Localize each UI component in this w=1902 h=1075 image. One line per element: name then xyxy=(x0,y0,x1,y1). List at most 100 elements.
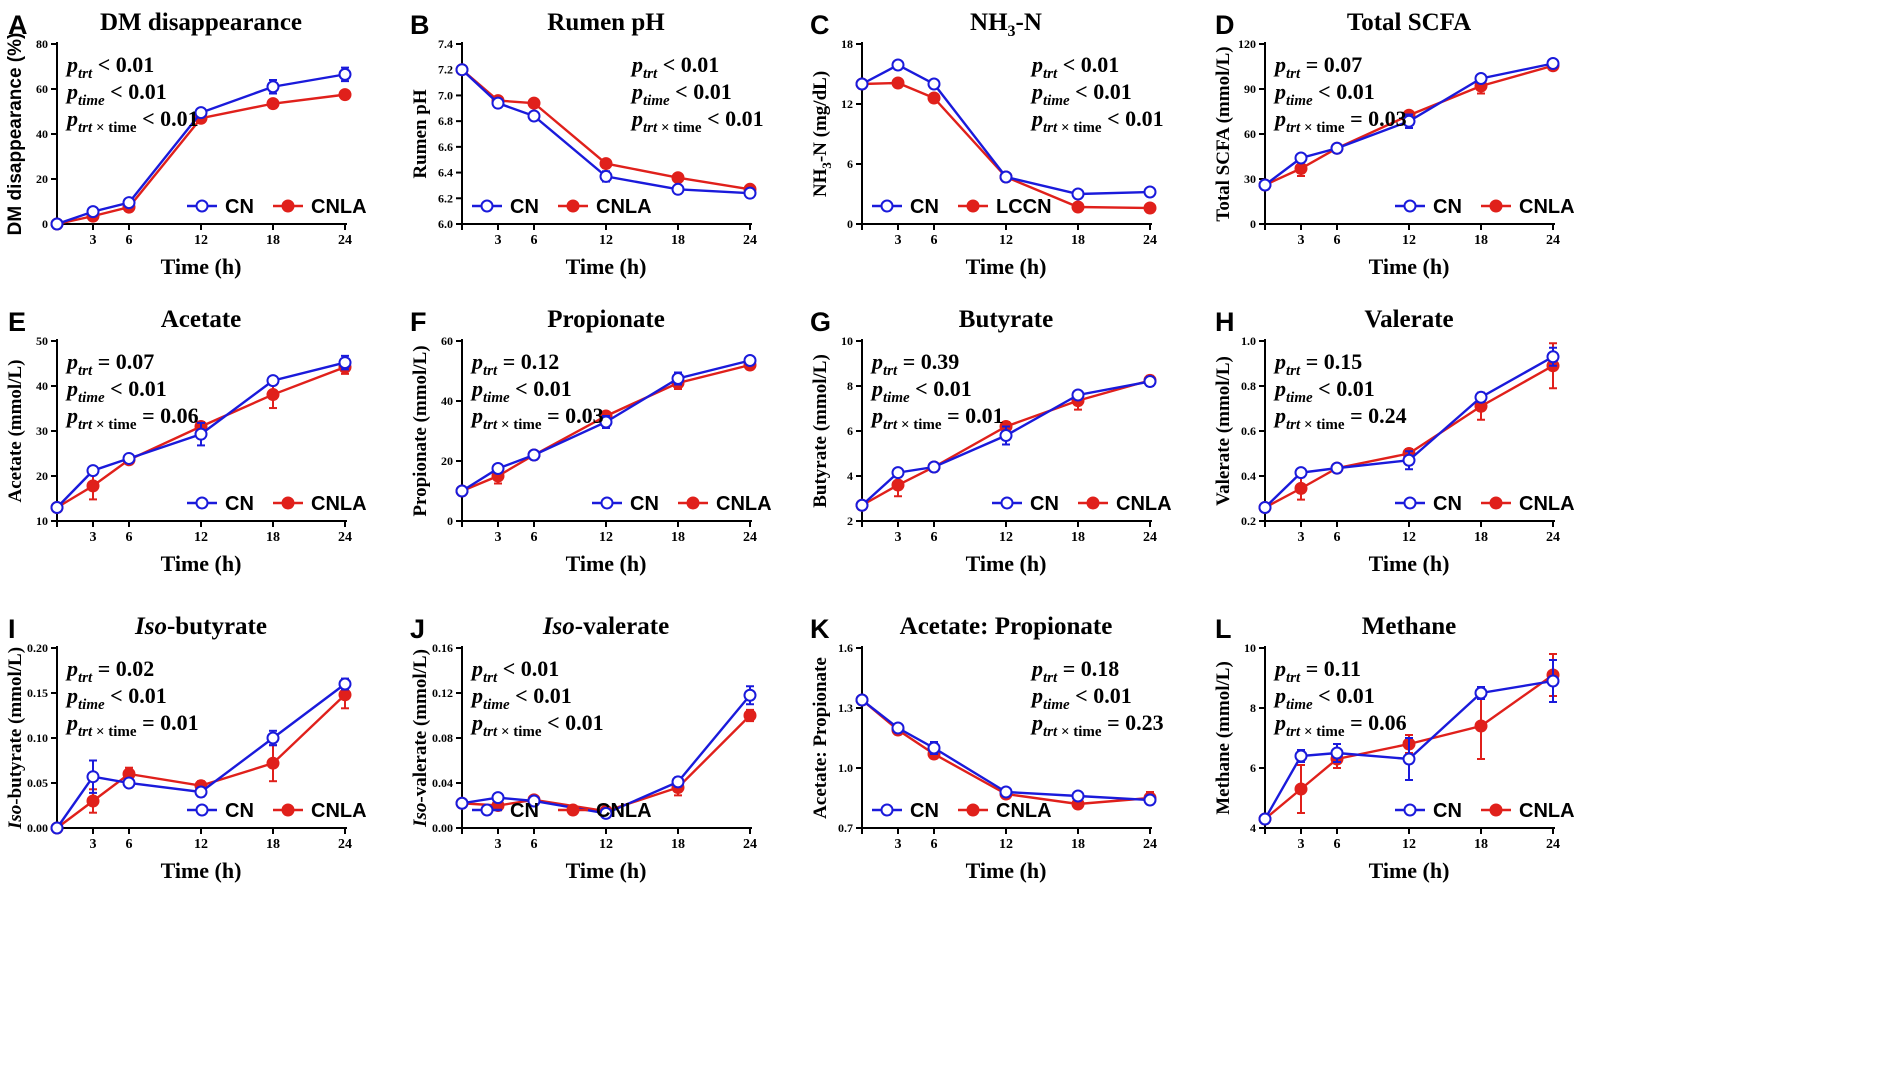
x-axis-label: Time (h) xyxy=(566,254,647,279)
y-tick-label: 0.08 xyxy=(432,731,453,745)
x-tick-label: 6 xyxy=(126,233,133,248)
y-axis-label: Iso-valerate (mmol/L) xyxy=(410,649,431,828)
y-tick-label: 0.10 xyxy=(27,731,48,745)
panel-j: J Iso-valerate 0.00 0.04 0.08 0.12 0.16 3 6 12 18 2… xyxy=(410,613,757,883)
y-tick-label: 6 xyxy=(1250,761,1256,775)
y-tick-label: 6 xyxy=(847,424,853,438)
y-tick-label: 0.2 xyxy=(1241,514,1256,528)
y-tick-label: 7.0 xyxy=(438,88,453,102)
x-tick-label: 3 xyxy=(1298,530,1305,545)
legend-label: CNLA xyxy=(1116,493,1172,515)
data-point xyxy=(50,217,64,231)
y-tick-label: 6.2 xyxy=(438,191,453,205)
legend-marker xyxy=(1086,496,1100,510)
x-tick-label: 3 xyxy=(90,233,97,248)
legend-marker xyxy=(880,803,894,817)
x-tick-label: 24 xyxy=(743,233,757,248)
y-tick-label: 7.4 xyxy=(438,37,453,51)
legend-label: LCCN xyxy=(996,196,1052,218)
y-tick-label: 120 xyxy=(1238,37,1256,51)
p-value-3: ptrt × time = 0.06 xyxy=(1273,710,1407,740)
x-tick-label: 6 xyxy=(1334,530,1341,545)
data-point xyxy=(1294,481,1308,495)
data-point xyxy=(86,770,100,784)
chart-title: Rumen pH xyxy=(547,9,665,36)
legend: CN CNLA xyxy=(1395,196,1575,218)
legend-marker xyxy=(600,496,614,510)
panel-k: K Acetate: Propionate 0.7 1.0 1.3 1.6 3 6 12 18 24… xyxy=(810,613,1164,883)
legend-label: CN xyxy=(910,800,939,822)
legend: CN CNLA xyxy=(992,493,1172,515)
data-point xyxy=(999,785,1013,799)
data-point xyxy=(855,693,869,707)
legend-label: CN xyxy=(225,800,254,822)
data-point xyxy=(1474,72,1488,85)
data-point xyxy=(1071,388,1085,402)
legend-label: CNLA xyxy=(596,196,652,218)
series-line xyxy=(861,699,1151,806)
y-tick-label: 0 xyxy=(1250,217,1256,231)
p-value-1: ptrt = 0.07 xyxy=(1273,52,1362,82)
y-tick-label: 30 xyxy=(36,424,48,438)
x-tick-label: 18 xyxy=(1071,530,1085,545)
x-tick-label: 12 xyxy=(599,837,613,852)
data-point xyxy=(86,205,100,219)
data-point xyxy=(86,794,100,808)
data-point xyxy=(671,182,685,196)
data-point xyxy=(891,76,905,90)
data-point xyxy=(891,478,905,492)
legend-label: CNLA xyxy=(1519,196,1575,218)
series-line xyxy=(861,63,1151,196)
y-tick-label: 0.6 xyxy=(1241,424,1256,438)
x-tick-label: 18 xyxy=(266,530,280,545)
data-point xyxy=(1294,782,1308,796)
data-point xyxy=(194,427,208,441)
x-tick-label: 6 xyxy=(1334,233,1341,248)
x-axis-label: Time (h) xyxy=(566,858,647,883)
data-point xyxy=(122,196,136,210)
data-point xyxy=(891,466,905,480)
p-value-3: ptrt × time = 0.06 xyxy=(65,403,199,433)
y-tick-label: 60 xyxy=(36,82,48,96)
series-cn xyxy=(1258,57,1560,192)
x-tick-label: 24 xyxy=(1143,233,1157,248)
x-tick-label: 12 xyxy=(194,233,208,248)
panel-e: E Acetate 10 20 30 40 50 3 6 12 18 24 Time (h) Acetat… xyxy=(5,306,367,576)
x-axis-label: Time (h) xyxy=(1369,858,1450,883)
series-line xyxy=(56,365,346,509)
x-tick-label: 3 xyxy=(495,837,502,852)
y-tick-label: 10 xyxy=(1244,641,1256,655)
x-axis-label: Time (h) xyxy=(1369,254,1450,279)
series-line xyxy=(861,699,1151,802)
legend: CN CNLA xyxy=(187,196,367,218)
legend-label: CNLA xyxy=(996,800,1052,822)
p-value-2: ptime < 0.01 xyxy=(1273,79,1375,109)
y-axis-label: Total SCFA (mmol/L) xyxy=(1213,46,1234,221)
data-point xyxy=(743,186,757,200)
y-tick-label: 8 xyxy=(847,379,853,393)
x-tick-label: 6 xyxy=(126,837,133,852)
legend-label: CNLA xyxy=(716,493,772,515)
series-cn xyxy=(1258,346,1560,514)
legend-marker xyxy=(1403,496,1417,510)
panel-letter: J xyxy=(410,614,425,644)
p-value-1: ptrt < 0.01 xyxy=(65,52,154,82)
data-point xyxy=(491,462,505,475)
panel-letter: C xyxy=(810,10,830,40)
p-value-3: ptrt × time < 0.01 xyxy=(1030,106,1164,136)
series-line xyxy=(1264,355,1554,509)
x-tick-label: 3 xyxy=(1298,837,1305,852)
legend-marker xyxy=(1403,199,1417,213)
x-tick-label: 3 xyxy=(90,530,97,545)
y-tick-label: 6.8 xyxy=(438,114,453,128)
series-cn xyxy=(855,375,1157,512)
data-point xyxy=(1071,187,1085,201)
panel-l: L Methane 4 6 8 10 3 6 12 18 24 Time (h) Methane (mm… xyxy=(1213,613,1575,883)
x-tick-label: 3 xyxy=(895,530,902,545)
legend-label: CNLA xyxy=(311,800,367,822)
x-tick-label: 6 xyxy=(931,837,938,852)
series-line xyxy=(1264,64,1554,187)
data-point xyxy=(338,67,352,81)
p-value-3: ptrt × time = 0.01 xyxy=(870,403,1004,433)
p-value-3: ptrt × time < 0.01 xyxy=(470,710,604,740)
